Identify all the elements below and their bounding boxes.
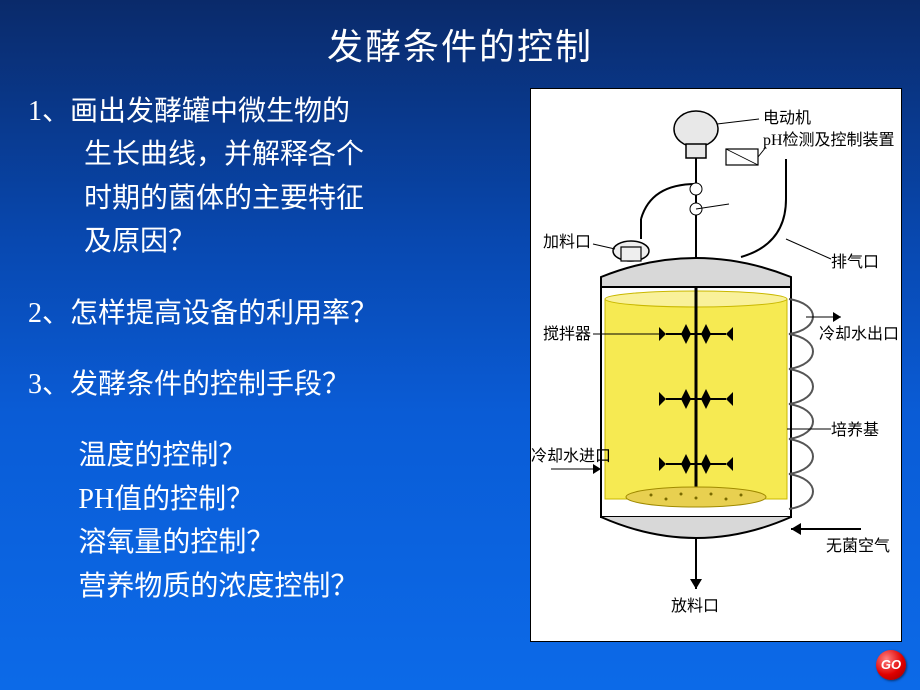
label-ph: pH检测及控制装置 [763, 131, 895, 149]
label-discharge: 放料口 [671, 597, 719, 615]
go-button[interactable]: GO [876, 650, 906, 680]
label-stirrer: 搅拌器 [543, 325, 591, 343]
slide: 发酵条件的控制 1、画出发酵罐中微生物的 生长曲线，并解释各个 时期的菌体的主要… [0, 0, 920, 690]
sub-2: PH值的控制？ [78, 478, 508, 521]
sub-3: 溶氧量的控制？ [78, 521, 508, 564]
question-2: 2、怎样提高设备的利用率？ [28, 292, 508, 335]
label-motor: 电动机 [763, 109, 811, 127]
question-3: 3、发酵条件的控制手段？ [28, 363, 508, 406]
sub-4: 营养物质的浓度控制？ [78, 565, 508, 608]
question-1: 1、画出发酵罐中微生物的 生长曲线，并解释各个 时期的菌体的主要特征 及原因？ [28, 90, 508, 264]
fermentation-diagram: 电动机 pH检测及控制装置 加料口 排气口 [530, 88, 902, 642]
q1-line1: 1、画出发酵罐中微生物的 [28, 96, 350, 127]
sub-list: 温度的控制？ PH值的控制？ 溶氧量的控制？ 营养物质的浓度控制？ [28, 434, 508, 608]
label-cool-out: 冷却水出口 [819, 325, 899, 343]
slide-title: 发酵条件的控制 [0, 0, 920, 70]
q1-line2: 生长曲线，并解释各个 [28, 133, 508, 176]
motor-icon [674, 111, 718, 147]
label-feed: 加料口 [543, 233, 591, 251]
label-air: 无菌空气 [826, 537, 890, 555]
q1-line4: 及原因？ [28, 220, 508, 263]
label-medium: 培养基 [831, 421, 879, 439]
label-cool-in: 冷却水进口 [531, 447, 611, 465]
q1-line3: 时期的菌体的主要特征 [28, 177, 508, 220]
sub-1: 温度的控制？ [78, 434, 508, 477]
content-block: 1、画出发酵罐中微生物的 生长曲线，并解释各个 时期的菌体的主要特征 及原因？ … [28, 90, 508, 608]
label-exhaust: 排气口 [831, 253, 879, 271]
